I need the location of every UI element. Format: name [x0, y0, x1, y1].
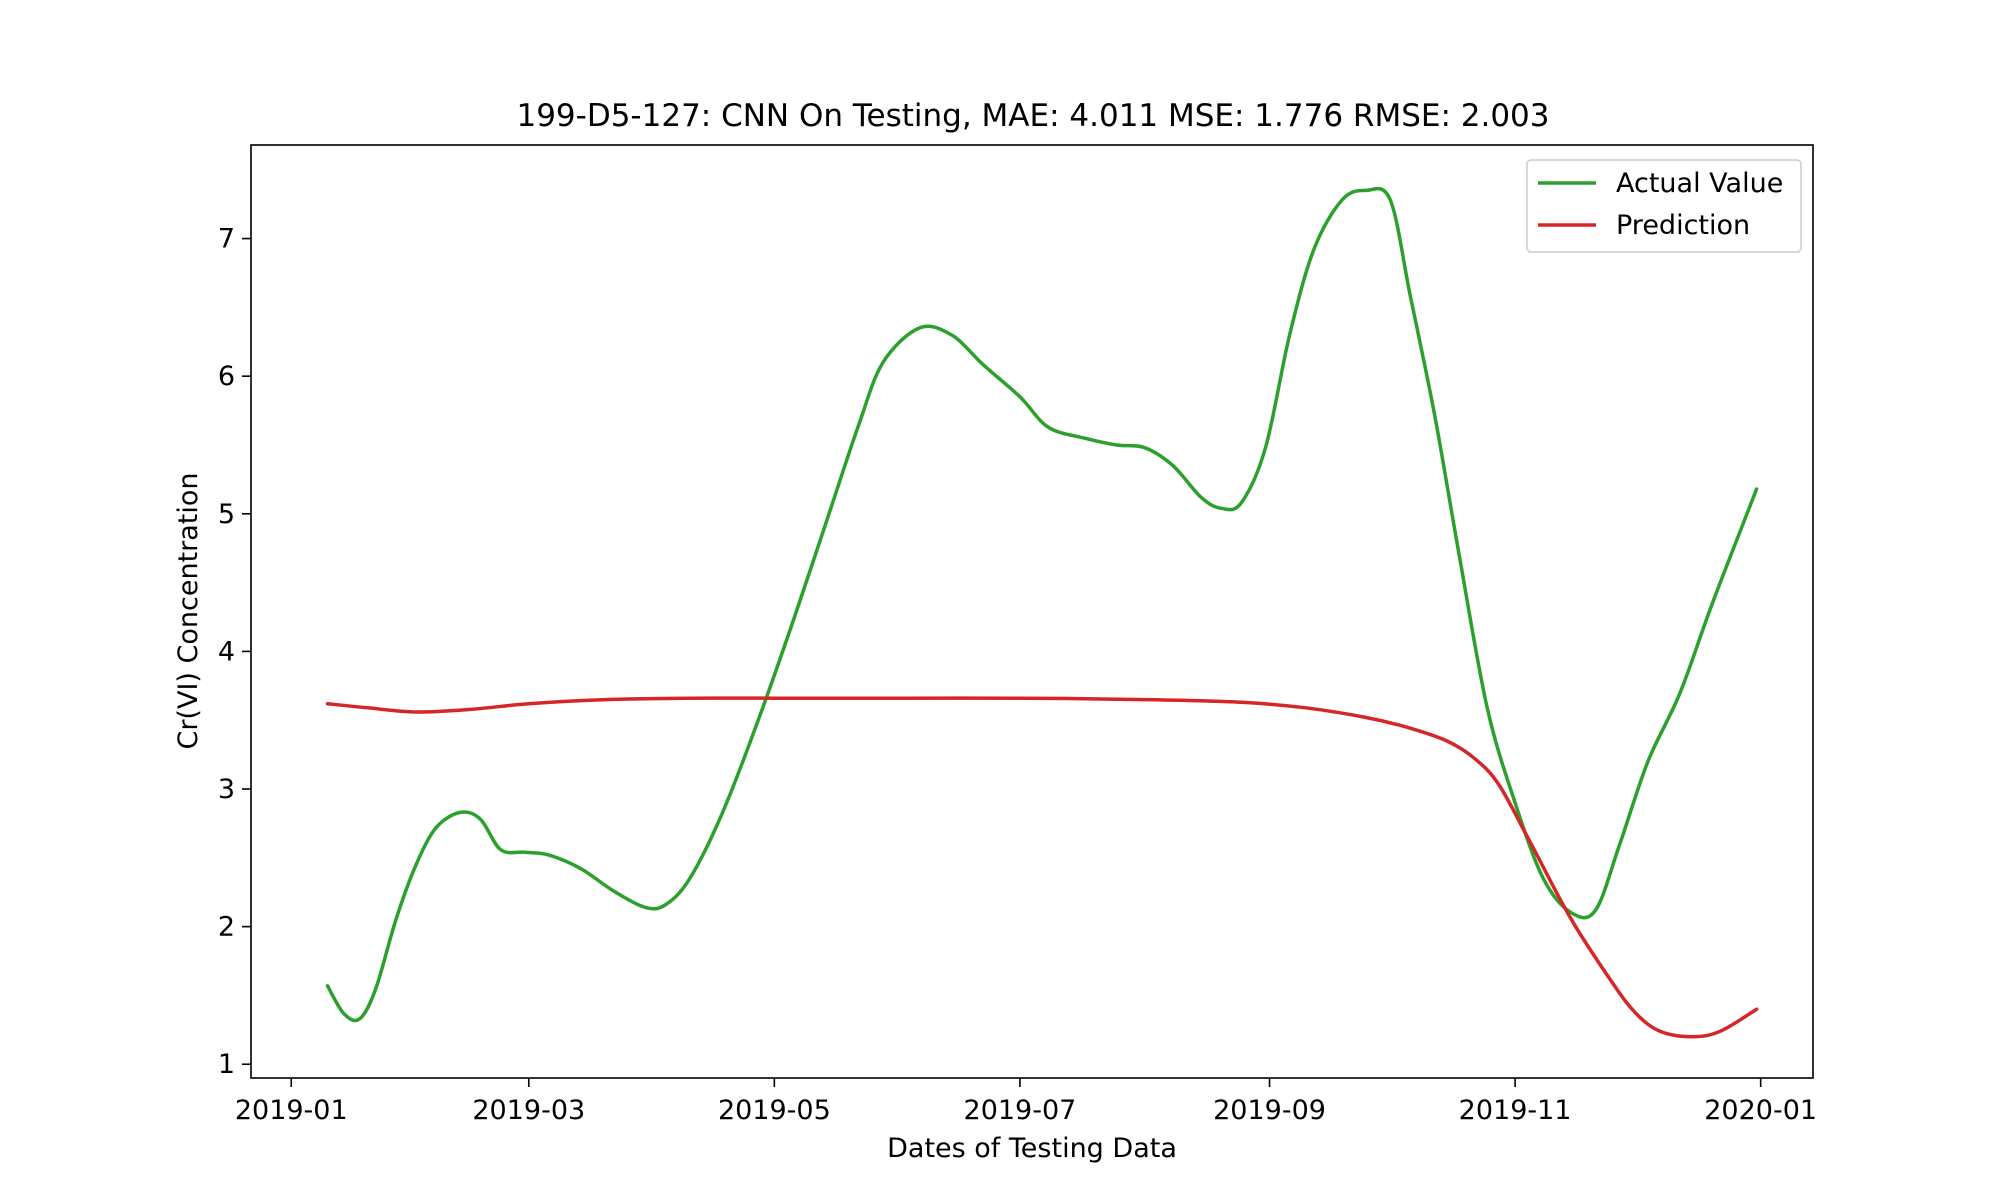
y-tick-label: 3 [218, 774, 235, 805]
legend-label-actual-value: Actual Value [1616, 168, 1783, 199]
legend: Actual Value Prediction [1526, 159, 1802, 253]
series-lines [325, 186, 1759, 1039]
x-tick-label: 2019-11 [1459, 1095, 1572, 1126]
plot-area-frame [250, 144, 1814, 1079]
y-tick-label: 7 [218, 224, 235, 255]
y-axis-ticks: 1 2 3 4 5 6 7 [218, 224, 251, 1080]
series-line-prediction [325, 696, 1759, 1039]
x-tick-label: 2019-09 [1213, 1095, 1326, 1126]
y-tick-label: 2 [218, 912, 235, 943]
x-axis-label: Dates of Testing Data [887, 1133, 1177, 1164]
x-axis-ticks: 2019-01 2019-03 2019-05 2019-07 2019-09 2019-… [235, 1078, 1817, 1126]
x-tick-label: 2019-03 [472, 1095, 585, 1126]
y-axis-label: Cr(VI) Concentration [173, 472, 204, 749]
series-line-actual-value [325, 186, 1759, 1023]
x-tick-label: 2019-05 [718, 1095, 831, 1126]
x-tick-label: 2020-01 [1704, 1095, 1817, 1126]
y-tick-label: 5 [218, 499, 235, 530]
y-tick-label: 1 [218, 1049, 235, 1080]
x-tick-label: 2019-07 [964, 1095, 1077, 1126]
y-tick-label: 6 [218, 361, 235, 392]
y-tick-label: 4 [218, 636, 235, 667]
legend-label-prediction: Prediction [1616, 210, 1750, 241]
x-tick-label: 2019-01 [235, 1095, 348, 1126]
chart-title: 199-D5-127: CNN On Testing, MAE: 4.011 M… [516, 98, 1549, 134]
